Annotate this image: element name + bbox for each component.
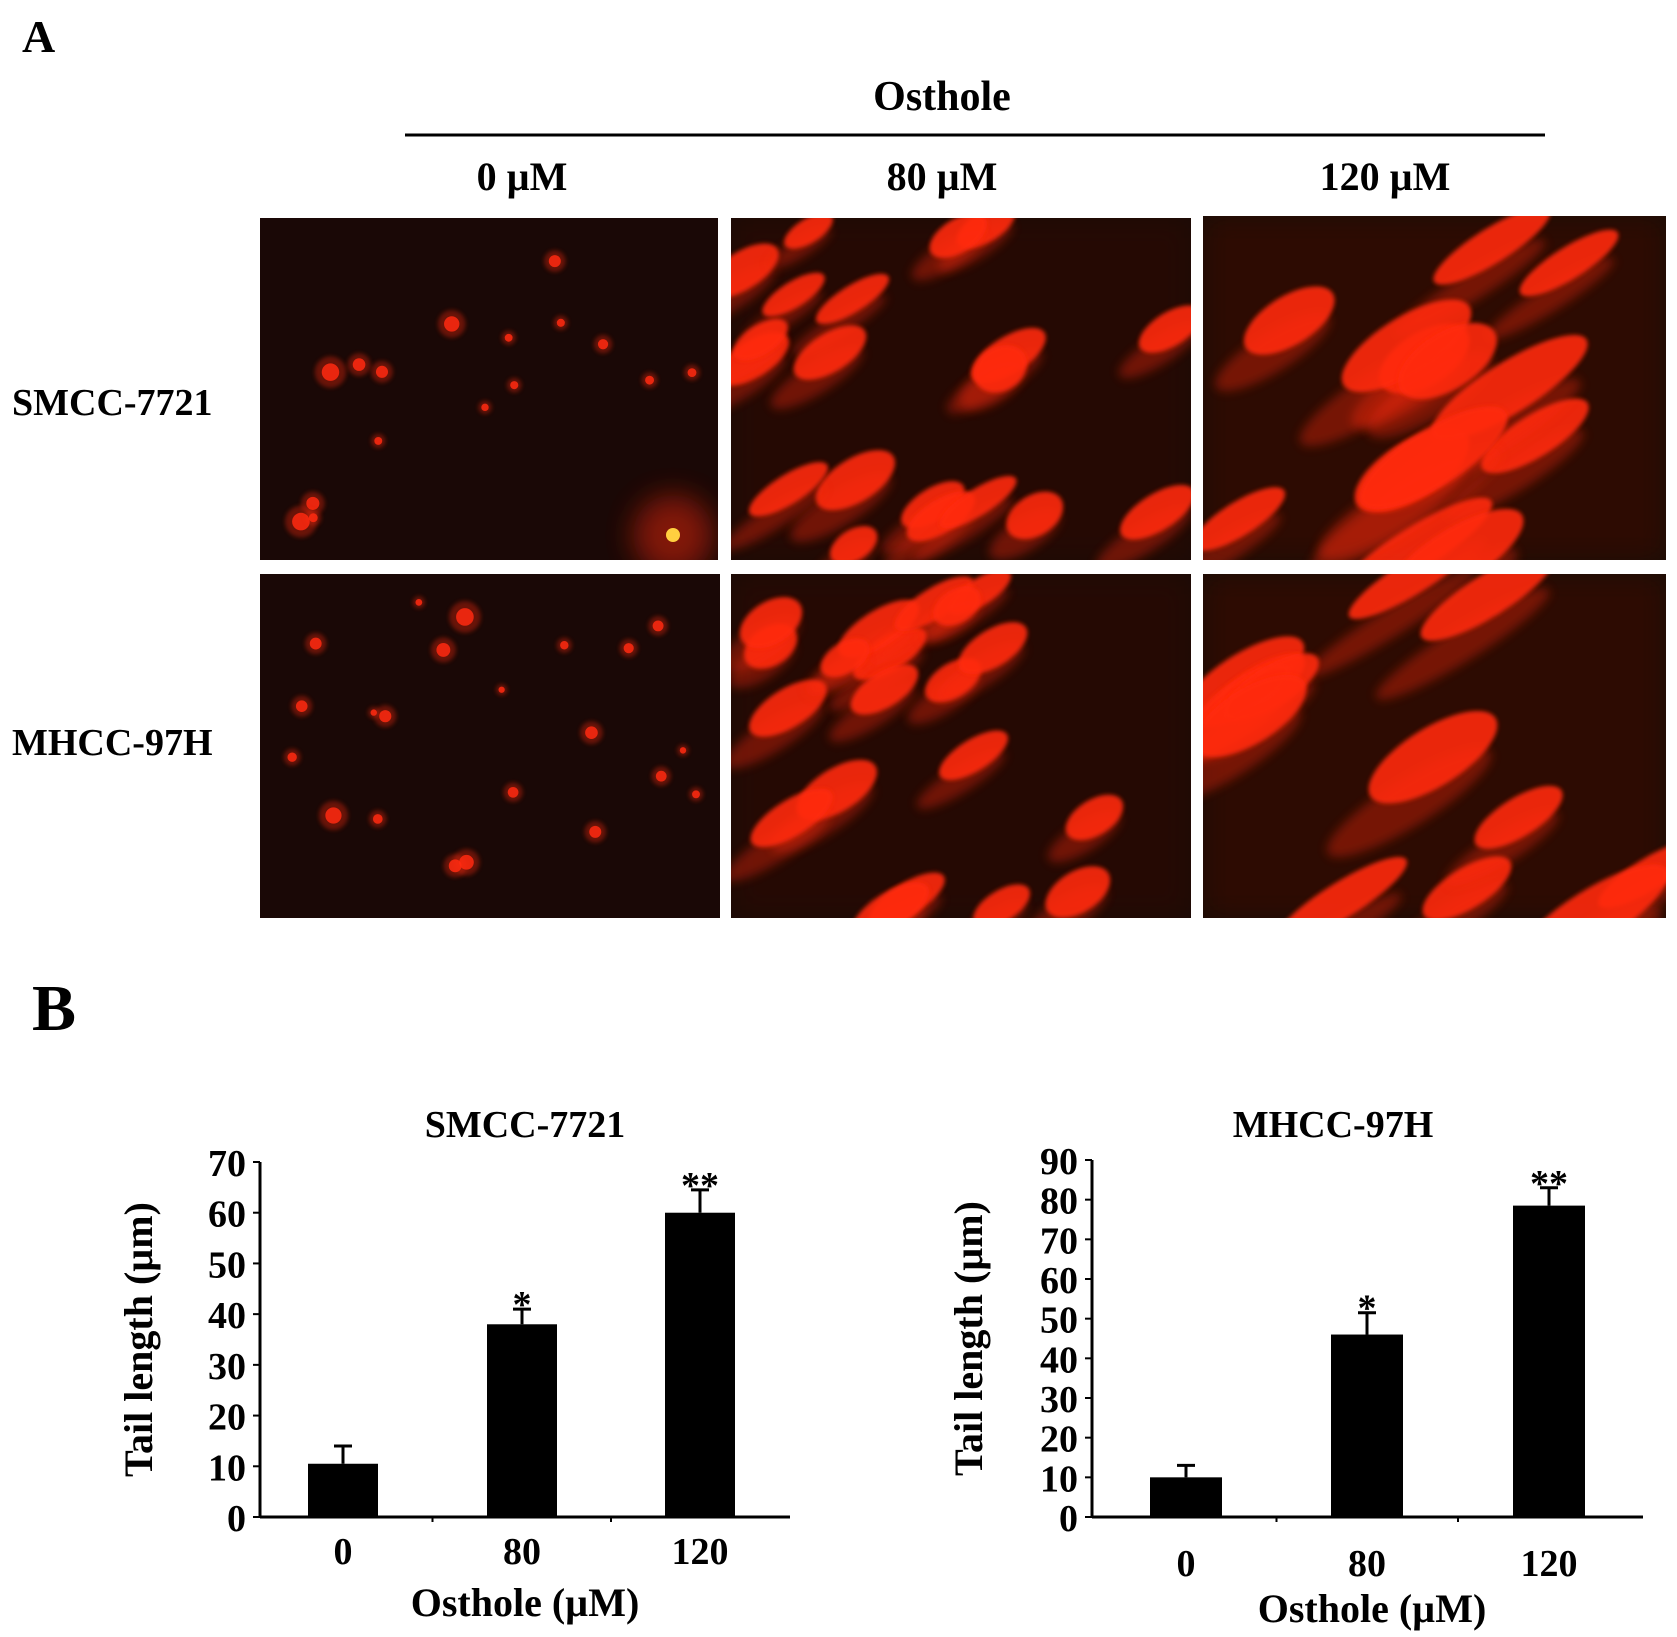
micrograph-mhcc-120	[1203, 574, 1666, 918]
significance-label-80: *	[513, 1284, 532, 1326]
x-tick-label-0: 0	[334, 1531, 353, 1573]
cell-line-label-mhcc: MHCC-97H	[12, 722, 213, 764]
x-axis-label: Osthole (µM)	[1258, 1586, 1487, 1631]
panel-a-label: A	[22, 11, 55, 62]
comet-assay-image-grid	[260, 216, 1666, 918]
x-tick-label-120: 120	[1521, 1543, 1578, 1585]
y-tick-label: 30	[208, 1346, 246, 1388]
y-axis-label: Tail length (µm)	[946, 1201, 991, 1476]
bar-80	[487, 1324, 557, 1517]
x-tick-label-120: 120	[672, 1531, 729, 1573]
bar-80	[1331, 1334, 1403, 1517]
y-axis-label: Tail length (µm)	[116, 1202, 161, 1477]
y-tick-label: 70	[1040, 1220, 1078, 1262]
y-tick-label: 60	[208, 1194, 246, 1236]
y-tick-label: 40	[208, 1295, 246, 1337]
panel-b-label: B	[32, 972, 76, 1045]
y-tick-label: 60	[1040, 1260, 1078, 1302]
y-tick-label: 90	[1040, 1141, 1078, 1183]
y-tick-label: 50	[208, 1244, 246, 1286]
y-tick-label: 50	[1040, 1300, 1078, 1342]
chart-title: SMCC-7721	[425, 1104, 626, 1146]
y-tick-label: 0	[1059, 1498, 1078, 1540]
concentration-label-0: 0 µM	[477, 154, 568, 199]
concentration-label-120: 120 µM	[1320, 154, 1451, 199]
micrograph-smcc-80	[731, 218, 1191, 560]
concentration-label-80: 80 µM	[887, 154, 998, 199]
x-tick-label-80: 80	[503, 1531, 541, 1573]
significance-label-80: *	[1358, 1288, 1377, 1330]
y-tick-label: 80	[1040, 1181, 1078, 1223]
bar-0	[1150, 1477, 1222, 1517]
x-axis-label: Osthole (µM)	[411, 1580, 640, 1625]
y-tick-label: 20	[1040, 1419, 1078, 1461]
y-tick-label: 30	[1040, 1379, 1078, 1421]
bar-chart-smcc-7721: SMCC-7721 0 10 20 30 40 50 60 70 0 * 80 ** 120 Osthole…	[116, 1104, 790, 1625]
y-tick-label: 10	[208, 1447, 246, 1489]
micrograph-smcc-0	[260, 218, 718, 560]
bar-120	[665, 1212, 735, 1517]
micrograph-mhcc-0	[260, 574, 720, 918]
micrograph-smcc-120	[1203, 216, 1666, 560]
significance-label-120: **	[681, 1165, 719, 1207]
y-tick-label: 20	[208, 1397, 246, 1439]
x-tick-label-0: 0	[1177, 1543, 1196, 1585]
y-tick-label: 10	[1040, 1458, 1078, 1500]
bar-0	[308, 1463, 378, 1517]
bar-120	[1513, 1205, 1585, 1517]
bar-chart-mhcc-97h: MHCC-97H01020304050607080900*80**120Osth…	[946, 1104, 1643, 1631]
y-tick-label: 40	[1040, 1339, 1078, 1381]
significance-label-120: **	[1530, 1163, 1568, 1205]
y-tick-label: 0	[227, 1498, 246, 1540]
cell-line-label-smcc: SMCC-7721	[12, 382, 213, 424]
y-tick-label: 70	[208, 1143, 246, 1185]
micrograph-mhcc-80	[731, 574, 1191, 918]
treatment-label: Osthole	[873, 74, 1011, 120]
chart-title: MHCC-97H	[1233, 1104, 1434, 1146]
x-tick-label-80: 80	[1348, 1543, 1386, 1585]
